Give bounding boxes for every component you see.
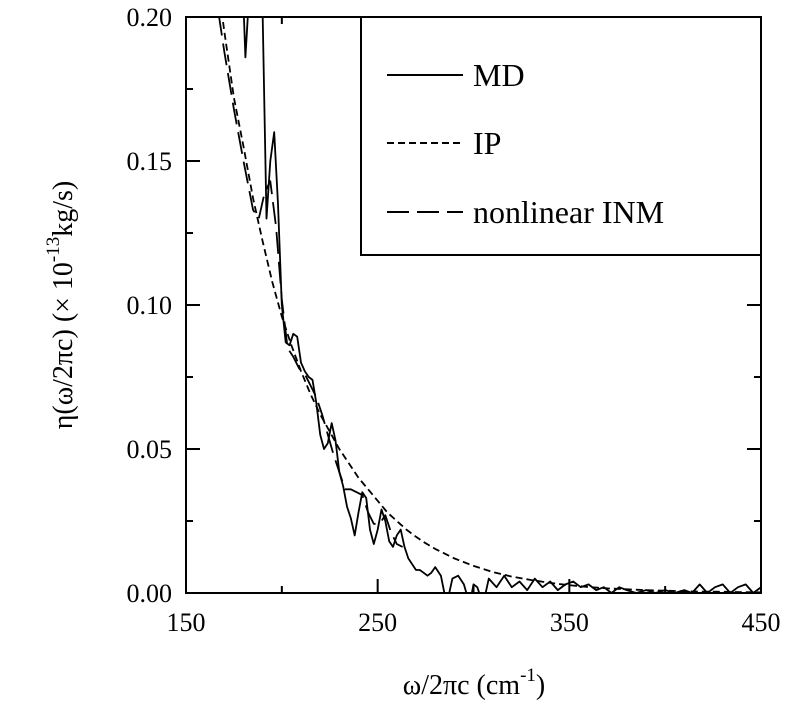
series-layer bbox=[218, 17, 761, 593]
x-tick-label: 350 bbox=[550, 608, 589, 637]
y-axis-title-base: η(ω/2πc) (× 10 bbox=[48, 262, 79, 429]
y-tick-label: 0.15 bbox=[127, 147, 173, 176]
legend-label-ip: IP bbox=[473, 125, 501, 161]
series-line-nonlinear-inm bbox=[218, 17, 404, 548]
x-tick-label: 250 bbox=[358, 608, 397, 637]
x-tick-label: 450 bbox=[742, 608, 781, 637]
legend: MD IP nonlinear INM bbox=[360, 16, 762, 256]
legend-box bbox=[360, 16, 762, 256]
series-line-ip bbox=[221, 17, 761, 593]
x-axis-title-tail: ) bbox=[536, 670, 545, 701]
legend-label-inm: nonlinear INM bbox=[473, 194, 664, 230]
y-axis-title-tail: kg/s) bbox=[48, 181, 79, 237]
y-axis-title: η(ω/2πc) (× 10-13kg/s) bbox=[43, 181, 79, 430]
y-tick-label: 0.10 bbox=[127, 291, 173, 320]
x-axis-title-base: ω/2πc (cm bbox=[403, 670, 521, 701]
y-axis-title-sup: -13 bbox=[43, 237, 64, 262]
ticks-layer: 150 250 350 450 0.00 0.05 0.10 0.15 0.20 bbox=[127, 3, 781, 637]
series-line-md bbox=[243, 17, 761, 593]
y-tick-label: 0.05 bbox=[127, 435, 173, 464]
legend-label-md: MD bbox=[473, 57, 525, 93]
x-tick-label: 150 bbox=[167, 608, 206, 637]
y-tick-label: 0.00 bbox=[127, 579, 173, 608]
x-axis-title-sup: -1 bbox=[520, 665, 536, 686]
y-tick-label: 0.20 bbox=[127, 3, 173, 32]
x-axis-title: ω/2πc (cm-1) bbox=[403, 665, 545, 701]
